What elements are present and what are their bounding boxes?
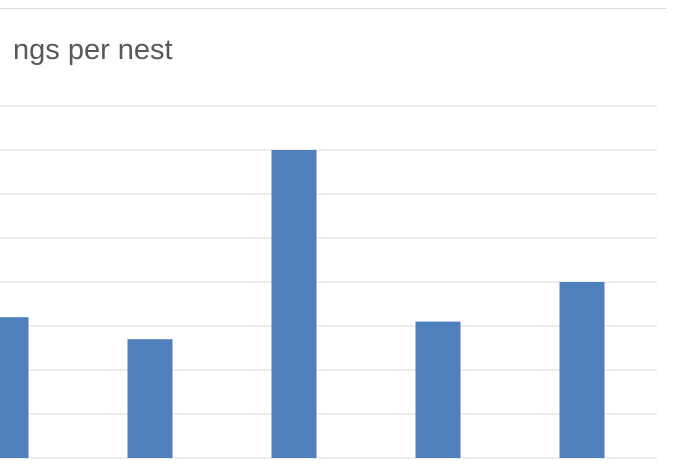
bar-3 (271, 150, 317, 458)
bar-5 (559, 282, 605, 458)
bar-1 (0, 317, 29, 458)
bar-4 (415, 321, 461, 458)
bar-2 (127, 339, 173, 458)
chart-title: ngs per nest (13, 34, 173, 66)
top-border (0, 8, 666, 9)
